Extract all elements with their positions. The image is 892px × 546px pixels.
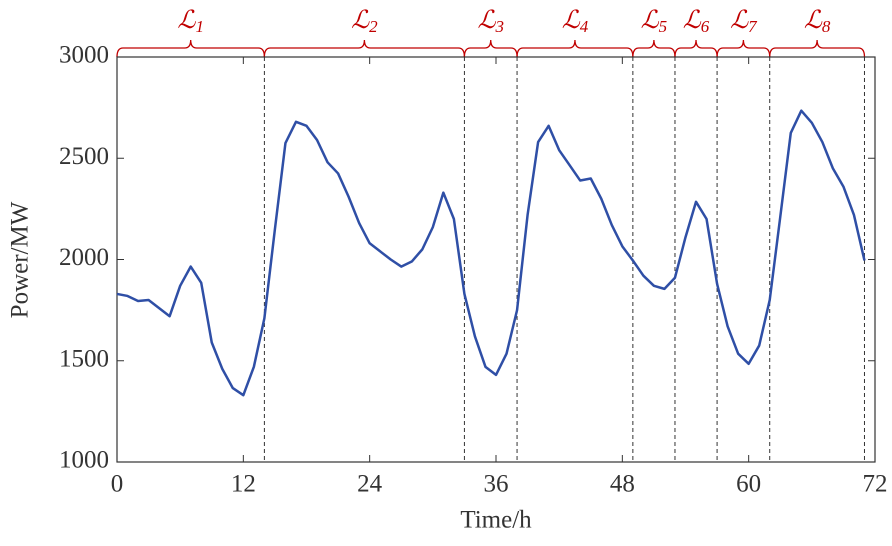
segment-sub: 5: [659, 17, 668, 36]
segment-name: ℒ: [562, 7, 581, 34]
x-tick-label: 60: [736, 471, 761, 498]
segment-label: ℒ2: [351, 7, 378, 36]
data-line: [116, 109, 866, 397]
segment-name: ℒ: [683, 7, 702, 34]
segment-brace: [516, 39, 634, 58]
segment-brace: [769, 39, 866, 58]
x-tick-label: 72: [863, 471, 888, 498]
segment-name: ℒ: [477, 7, 496, 34]
segment-name: ℒ: [641, 7, 660, 34]
segment-brace: [263, 39, 466, 58]
segment-sub: 8: [822, 17, 831, 36]
segment-brace: [632, 39, 676, 58]
segment-sub: 4: [580, 17, 589, 36]
x-tick-label: 48: [610, 471, 635, 498]
x-axis-label: Time/h: [460, 507, 532, 534]
segment-label: ℒ6: [683, 7, 710, 36]
y-tick-label: 2500: [59, 143, 109, 170]
segment-brace: [116, 39, 266, 58]
y-tick-label: 3000: [59, 42, 109, 69]
segment-label: ℒ4: [562, 7, 589, 36]
segment-label: ℒ3: [477, 7, 504, 36]
segment-sub: 2: [369, 17, 378, 36]
segment-sub: 7: [748, 17, 758, 36]
segment-label: ℒ1: [177, 7, 204, 36]
segment-brace: [716, 39, 771, 58]
segment-label: ℒ8: [804, 7, 831, 36]
x-tick-label: 24: [357, 471, 383, 498]
segment-brace: [463, 39, 518, 58]
segment-brace: [674, 39, 718, 58]
plot-frame: [116, 56, 876, 463]
segment-name: ℒ: [730, 7, 749, 34]
x-tick-label: 12: [231, 471, 256, 498]
y-tick-label: 2000: [59, 244, 109, 271]
segment-sub: 3: [494, 17, 504, 36]
x-tick-label: 36: [484, 471, 509, 498]
segment-name: ℒ: [804, 7, 823, 34]
segment-sub: 6: [701, 17, 710, 36]
y-axis-label: Power/MW: [7, 201, 34, 318]
segment-label: ℒ7: [730, 7, 758, 36]
segment-label: ℒ5: [641, 7, 668, 36]
y-tick-label: 1500: [59, 345, 109, 372]
x-tick-label: 0: [111, 471, 124, 498]
segment-sub: 1: [195, 17, 204, 36]
segment-name: ℒ: [351, 7, 370, 34]
segment-name: ℒ: [177, 7, 196, 34]
y-tick-label: 1000: [59, 447, 109, 474]
